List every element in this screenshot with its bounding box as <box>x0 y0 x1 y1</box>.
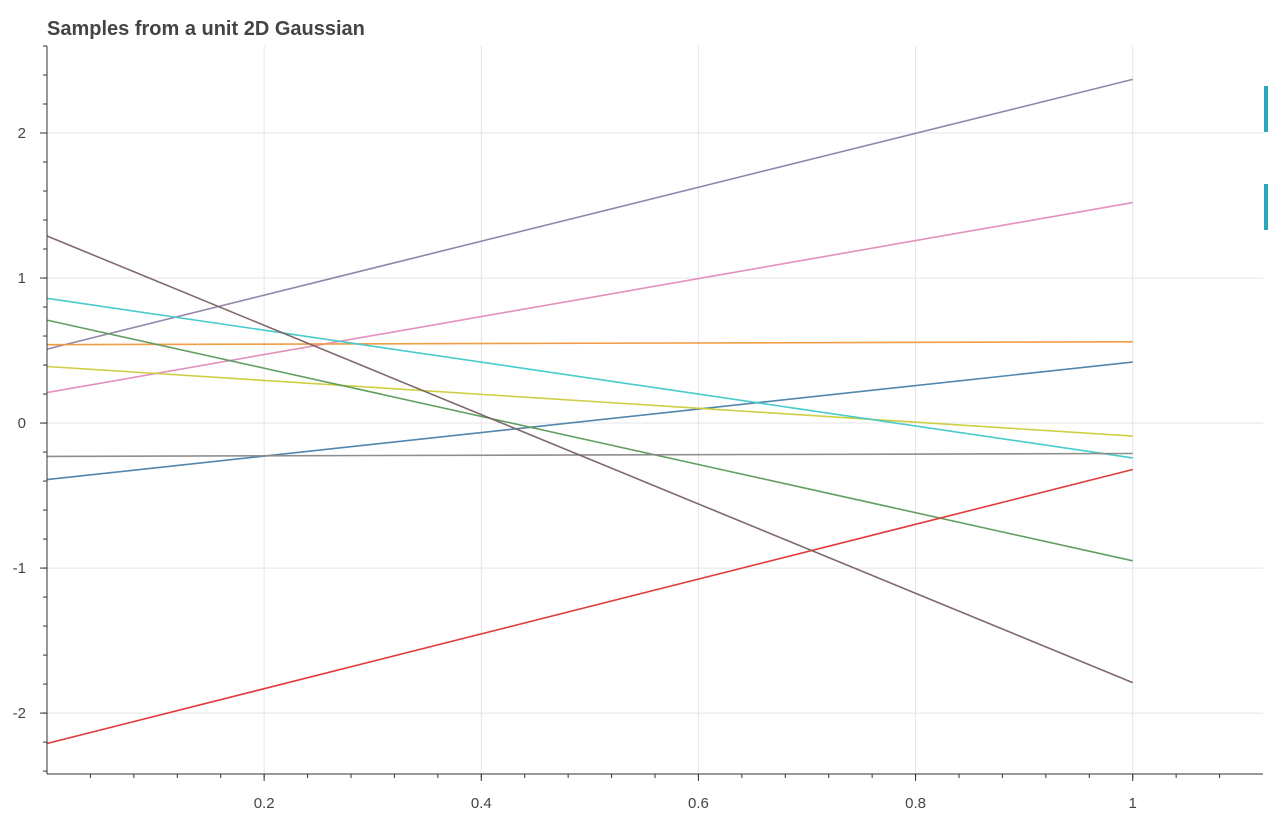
x-tick-label: 0.4 <box>471 795 492 812</box>
series-line-9 <box>46 468 1133 745</box>
series-line-2 <box>46 201 1133 394</box>
x-tick-label: 0.2 <box>254 795 275 812</box>
y-tick-label: -2 <box>13 705 26 722</box>
series-line-7 <box>46 319 1133 562</box>
series-line-6 <box>46 297 1133 459</box>
toolbar-marker-bottom[interactable] <box>1264 184 1268 230</box>
y-tick-label: 2 <box>18 125 26 142</box>
x-tick-label: 1 <box>1129 795 1137 812</box>
axes: 0.2 0.4 0.6 0.8 1 -2 -1 0 1 2 <box>13 45 1263 812</box>
y-tick-label: 0 <box>18 415 26 432</box>
series-line-8 <box>46 452 1133 458</box>
series-line-5 <box>46 365 1133 437</box>
series-lines <box>46 78 1134 745</box>
toolbar-marker-top[interactable] <box>1264 86 1268 132</box>
chart-title: Samples from a unit 2D Gaussian <box>47 18 365 40</box>
y-tick-label: -1 <box>13 560 26 577</box>
series-line-3 <box>46 340 1133 346</box>
series-line-4 <box>46 361 1133 481</box>
grid-lines <box>47 46 1263 774</box>
series-line-10 <box>46 235 1134 684</box>
y-tick-label: 1 <box>18 270 26 287</box>
x-tick-label: 0.6 <box>688 795 709 812</box>
x-tick-label: 0.8 <box>905 795 926 812</box>
series-line-1 <box>46 78 1133 350</box>
